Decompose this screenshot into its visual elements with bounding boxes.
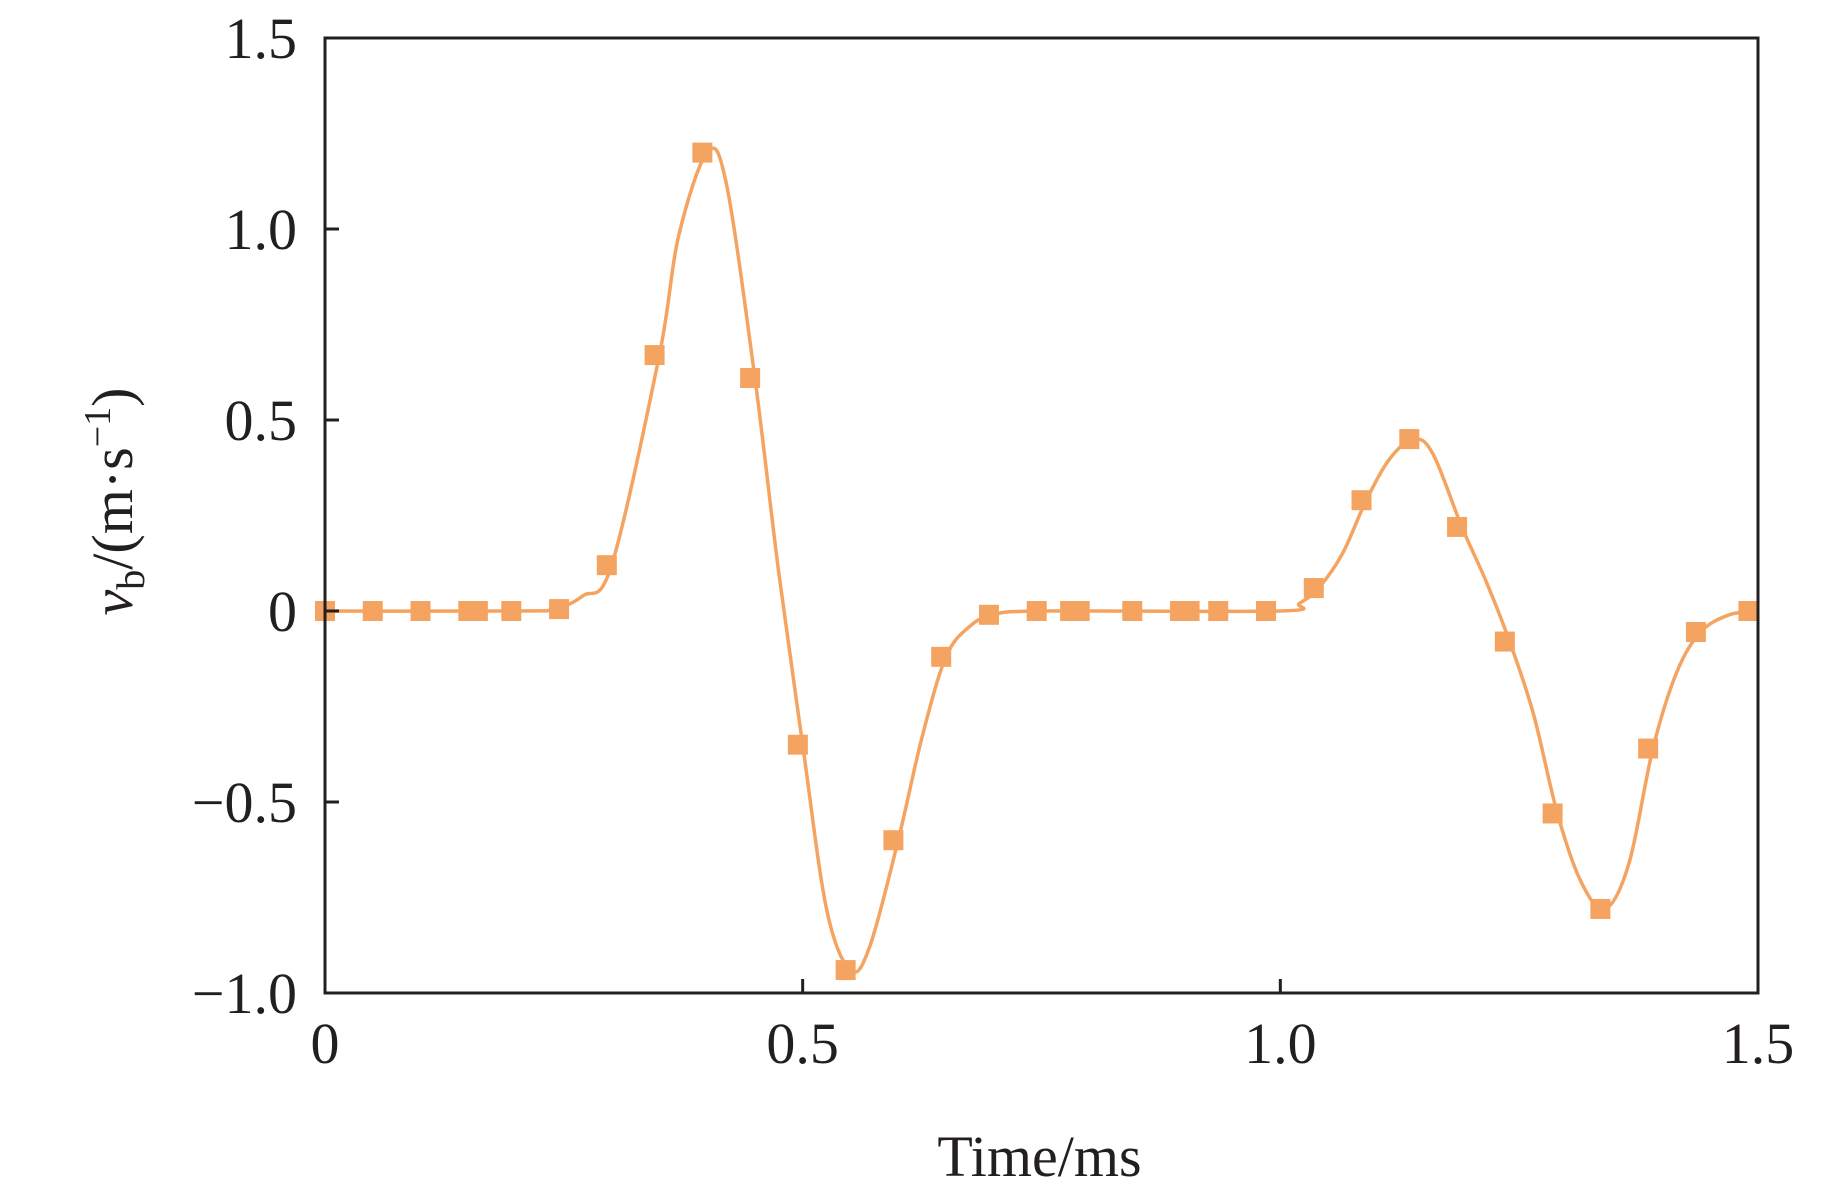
data-point	[1256, 601, 1277, 621]
series-line	[324, 146, 1759, 974]
data-point	[931, 646, 952, 667]
data-point	[740, 367, 761, 388]
data-point	[978, 604, 999, 625]
data-point	[1122, 601, 1143, 621]
data-point	[1685, 622, 1706, 643]
data-point	[362, 601, 383, 621]
y-tick-label: −1.0	[192, 961, 297, 1026]
data-point	[549, 599, 570, 620]
plot-marks	[315, 142, 1759, 981]
data-point	[1351, 490, 1372, 511]
data-point	[501, 601, 522, 621]
y-axis-unit-suffix: )	[80, 388, 145, 407]
y-axis-subscript: b	[108, 570, 153, 590]
data-point	[787, 734, 808, 755]
data-point	[1179, 601, 1200, 621]
data-point	[692, 142, 713, 163]
y-tick-label: 0	[268, 579, 297, 644]
y-tick-label: 1.5	[225, 6, 298, 71]
x-tick-label: 1.0	[1244, 1011, 1317, 1076]
x-axis-title: Time/ms	[937, 1124, 1141, 1182]
data-point	[467, 601, 488, 621]
y-axis-title: vb/(m·s−1)	[77, 388, 153, 616]
y-axis-unit-superscript: −1	[77, 407, 119, 447]
data-point	[1026, 601, 1047, 621]
x-tick-label: 0.5	[766, 1011, 839, 1076]
plot-frame	[323, 36, 1760, 995]
y-tick-label: −0.5	[192, 770, 297, 835]
y-tick-label: 0.5	[225, 388, 298, 453]
y-tick-label: 1.0	[225, 197, 298, 262]
data-point	[1069, 601, 1090, 621]
data-point	[1399, 429, 1420, 450]
data-point	[1494, 631, 1515, 652]
data-point	[596, 555, 617, 576]
data-point	[1590, 898, 1611, 919]
data-point	[1303, 578, 1324, 599]
data-point	[1208, 601, 1229, 621]
data-point	[644, 345, 665, 366]
y-axis-symbol: v	[80, 589, 145, 615]
y-axis-unit-prefix: /(m·s	[80, 447, 145, 569]
x-tick-label: 0	[311, 1011, 340, 1076]
data-point	[1638, 738, 1659, 759]
data-point	[883, 830, 904, 851]
data-point	[1447, 516, 1468, 537]
axis-ticks: 0 0.5 1.0 1.5 −1.0 −0.5 0 0.5 1.0 1.5	[192, 6, 1794, 1076]
data-point	[410, 601, 431, 621]
x-tick-label: 1.5	[1722, 1011, 1795, 1076]
data-point	[1738, 601, 1759, 621]
data-point	[1542, 803, 1563, 824]
data-point	[835, 960, 856, 981]
